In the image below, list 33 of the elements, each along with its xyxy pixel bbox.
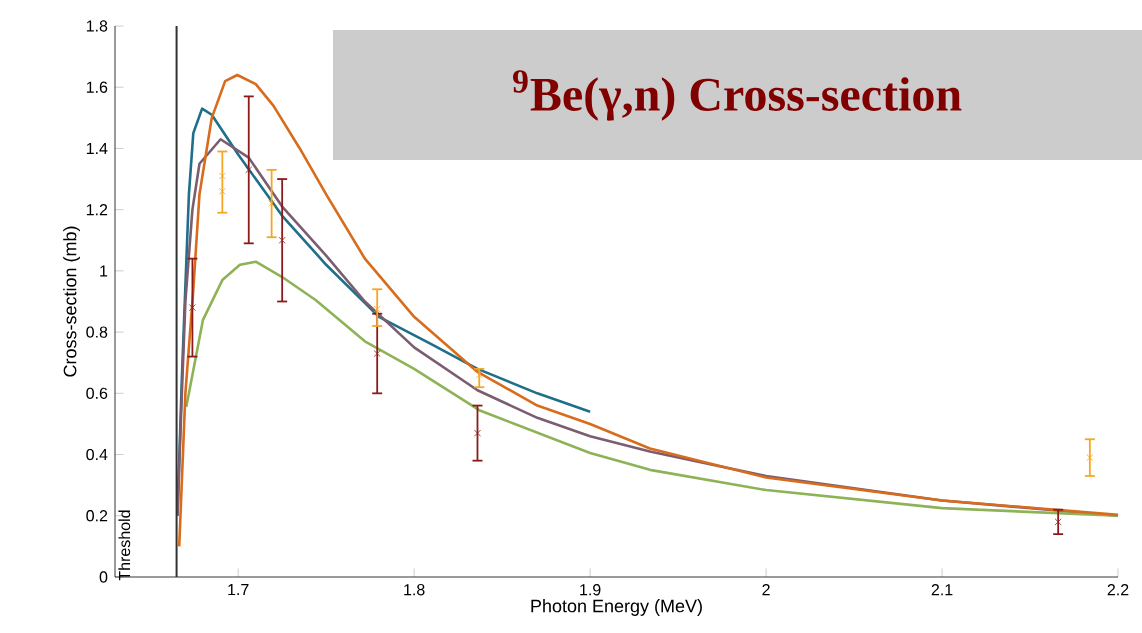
- y-tick-label: 0.6: [86, 387, 108, 399]
- y-axis-title: Cross-section (mb): [63, 226, 80, 377]
- y-tick-label: 1.2: [86, 204, 108, 216]
- x-tick-label: 2.1: [931, 584, 953, 596]
- y-tick-label: 1: [100, 265, 108, 277]
- ref-line-label: Threshold: [118, 510, 131, 581]
- point: [218, 172, 226, 180]
- y-tick-label: 1.8: [86, 20, 108, 32]
- x-axis-title: Photon Energy (MeV): [531, 599, 702, 616]
- point: [188, 304, 196, 312]
- point: [278, 236, 286, 244]
- point: [1086, 454, 1094, 462]
- point: [1054, 518, 1062, 526]
- point: [373, 305, 381, 313]
- y-tick-label: 0.8: [86, 326, 108, 338]
- x-tick-label: 1.7: [228, 584, 249, 596]
- point: [268, 200, 276, 208]
- x-tick-label: 2.2: [1107, 584, 1129, 596]
- text: $^{9}$Be(γ,n) Cross-section: [513, 70, 962, 121]
- x-tick-label: 1.8: [404, 584, 425, 596]
- y-tick-label: 1.4: [86, 142, 108, 154]
- y-tick-label: 1.6: [86, 81, 108, 93]
- line-series: [184, 260, 1120, 518]
- point: [475, 371, 483, 379]
- point: [473, 429, 481, 437]
- point: [373, 350, 381, 358]
- y-tick-label: 0.4: [86, 448, 108, 461]
- y-tick-label: 0: [99, 571, 108, 583]
- y-tick-label: 0.2: [86, 510, 108, 522]
- x-tick-label: 2: [762, 584, 770, 596]
- point: [218, 187, 226, 195]
- x-tick-label: 1.9: [580, 584, 601, 596]
- point: [245, 166, 253, 174]
